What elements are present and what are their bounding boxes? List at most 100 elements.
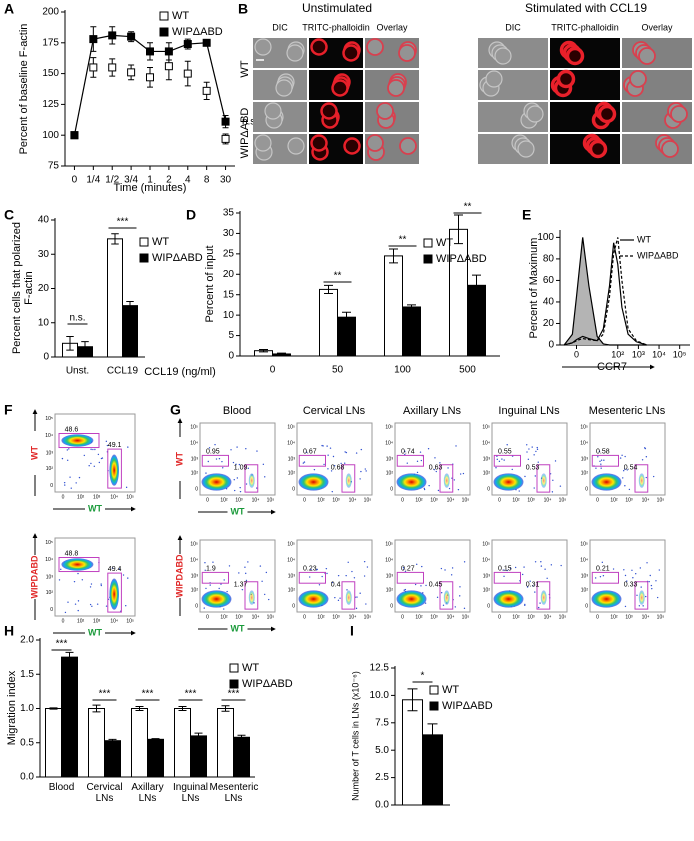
- y-tick-label: 7.5: [375, 717, 389, 728]
- gate-value: 0.27: [401, 566, 415, 573]
- x-axis-title: WT: [231, 623, 245, 633]
- event-dot: [96, 603, 99, 605]
- gate: [341, 464, 356, 493]
- event-dot: [125, 604, 127, 607]
- event-dot: [546, 577, 548, 579]
- error-bar: [66, 335, 74, 351]
- x-tick-label: 10²: [512, 614, 520, 620]
- y-tick-label: 10⁵: [580, 542, 588, 548]
- legend-label: WT: [637, 234, 651, 244]
- event-dot: [528, 448, 530, 450]
- error-bar: [407, 304, 416, 310]
- y-tick-label: 10³: [581, 456, 589, 462]
- error-bar: [342, 311, 351, 323]
- event-dot: [268, 598, 270, 601]
- legend-label: WT: [436, 237, 453, 249]
- event-dot: [624, 455, 626, 458]
- y-axis-title: Migration index: [6, 670, 18, 745]
- y-tick-label: 2.0: [20, 635, 34, 646]
- event-dot: [503, 575, 505, 578]
- cell: [494, 47, 512, 65]
- event-dot: [222, 467, 224, 469]
- cell: [670, 105, 688, 123]
- x-tick-label: 10³: [235, 614, 243, 620]
- event-dot: [97, 453, 100, 456]
- gate: [591, 454, 619, 467]
- gate-value: 48.8: [65, 550, 79, 557]
- event-dot: [66, 449, 69, 451]
- event-dot: [106, 444, 109, 447]
- marker: [183, 69, 192, 78]
- event-dot: [641, 459, 644, 461]
- event-dot: [534, 475, 536, 477]
- event-dot: [509, 567, 512, 570]
- event-dot: [640, 586, 642, 588]
- legend-label: WIPΔABD: [172, 26, 223, 38]
- x-tick-label: 10²: [317, 497, 325, 503]
- x-tick-label: 10⁴: [110, 494, 118, 500]
- event-dot: [420, 459, 423, 462]
- event-dot: [404, 450, 406, 453]
- event-dot: [425, 584, 427, 587]
- marker: [164, 62, 173, 71]
- cell: [376, 102, 394, 120]
- event-dot: [402, 566, 405, 569]
- population: [109, 578, 119, 610]
- event-dot: [603, 459, 605, 461]
- event-dot: [532, 585, 534, 587]
- event-dot: [88, 465, 90, 467]
- cell: [565, 46, 585, 66]
- y-tick-label: 10⁴: [580, 440, 588, 446]
- gate-value: 49.4: [108, 566, 122, 573]
- error-bar: [65, 651, 74, 663]
- annotation: ***: [142, 689, 154, 700]
- event-dot: [459, 595, 461, 597]
- cell: [366, 38, 384, 56]
- event-dot: [73, 580, 76, 583]
- annotation: ***: [56, 639, 68, 650]
- y-tick-label: 0: [43, 352, 49, 363]
- population: [493, 473, 524, 491]
- event-dot: [239, 490, 242, 493]
- x-tick-label: 0: [270, 365, 276, 376]
- event-dot: [421, 565, 423, 568]
- gate-value: 0.55: [498, 449, 512, 456]
- error-bar: [427, 723, 438, 747]
- label-backdrop: [227, 624, 248, 634]
- event-dot: [451, 567, 454, 569]
- gate: [201, 571, 229, 584]
- y-tick-label: 75: [48, 161, 60, 172]
- event-dot: [636, 594, 638, 596]
- y-tick-label: 0: [548, 340, 554, 351]
- cell: [342, 44, 360, 62]
- event-dot: [101, 457, 104, 459]
- population: [638, 590, 645, 605]
- event-dot: [638, 605, 641, 607]
- marker: [202, 38, 211, 47]
- y-tick-label: 0: [50, 607, 53, 613]
- x-tick-label: 10²: [610, 614, 618, 620]
- event-dot: [459, 586, 461, 588]
- x-tick-label: 10³: [93, 494, 101, 500]
- event-dot: [540, 565, 543, 567]
- population: [540, 473, 547, 488]
- event-dot: [334, 596, 336, 599]
- gate: [58, 557, 100, 573]
- event-dot: [347, 561, 349, 563]
- event-dot: [234, 489, 236, 492]
- gate: [107, 572, 122, 613]
- population: [493, 590, 524, 608]
- event-dot: [534, 591, 536, 593]
- event-dot: [403, 568, 405, 570]
- bar: [147, 738, 164, 778]
- event-dot: [218, 457, 221, 460]
- cell: [398, 44, 416, 62]
- event-dot: [650, 584, 653, 587]
- event-dot: [203, 607, 205, 609]
- event-dot: [463, 607, 466, 610]
- event-dot: [599, 460, 601, 463]
- event-dot: [503, 569, 505, 571]
- x-tick-label: 10²: [220, 497, 228, 503]
- population: [396, 473, 427, 491]
